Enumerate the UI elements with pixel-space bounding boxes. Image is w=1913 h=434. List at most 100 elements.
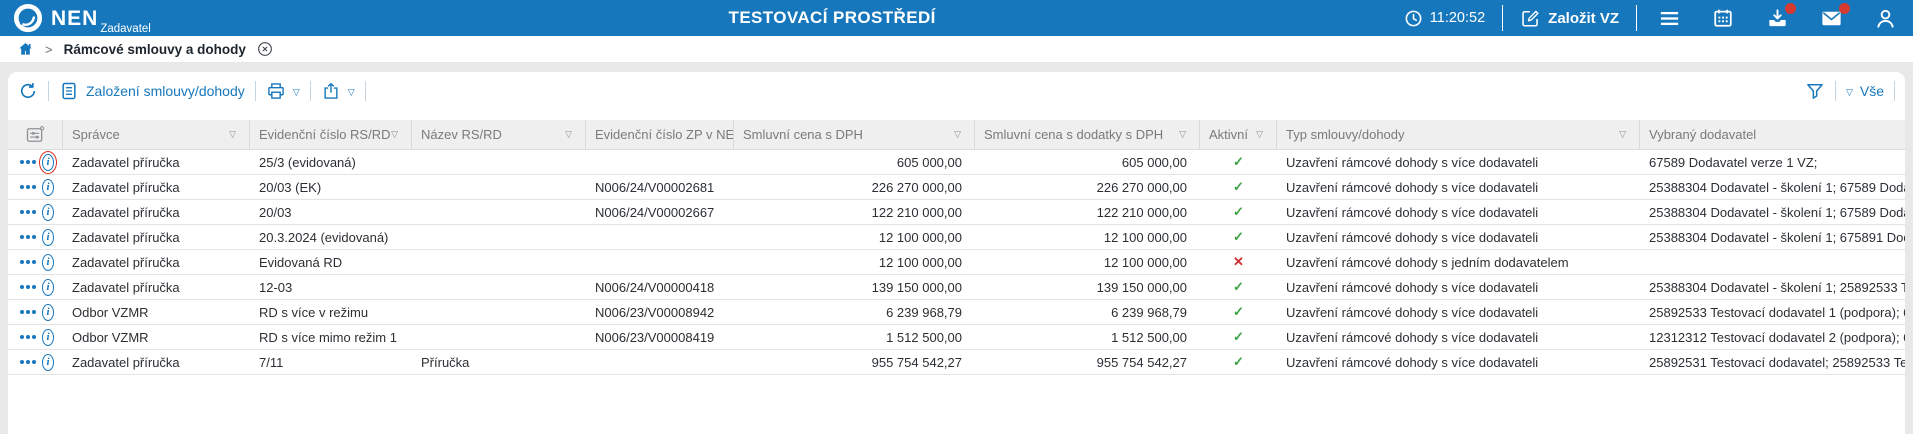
home-icon[interactable] bbox=[17, 41, 34, 57]
cell-cena-s-dodatky: 1 512 500,00 bbox=[1111, 329, 1187, 345]
cell-nazev: Příručka bbox=[421, 354, 470, 370]
filter-icon[interactable]: ▽ bbox=[565, 129, 572, 139]
filter-icon[interactable]: ▽ bbox=[1619, 129, 1626, 139]
row-actions-button[interactable] bbox=[20, 185, 36, 189]
create-contract-label: Založení smlouvy/dohody bbox=[86, 83, 245, 99]
cell-dodavatel: 25892531 Testovací dodavatel; 25892533 T… bbox=[1649, 354, 1905, 370]
info-icon[interactable]: i bbox=[39, 150, 57, 174]
row-actions-button[interactable] bbox=[20, 210, 36, 214]
column-header-vybrany-dodavatel[interactable]: Vybraný dodavatel bbox=[1640, 120, 1905, 149]
person-icon bbox=[1877, 9, 1894, 28]
column-header-evidencni-cislo-zp[interactable]: Evidenční číslo ZP v NEN ▽ bbox=[586, 120, 734, 149]
row-actions-button[interactable] bbox=[20, 285, 36, 289]
filter-icon[interactable]: ▽ bbox=[954, 129, 961, 139]
session-timer: 11:20:52 bbox=[1404, 9, 1485, 28]
cell-evidencni-cislo-rs: RD s více mimo režim 1 bbox=[259, 329, 397, 345]
cell-cena-s-dph: 12 100 000,00 bbox=[878, 229, 962, 245]
column-header-typ[interactable]: Typ smlouvy/dohody ▽ bbox=[1277, 120, 1640, 149]
cell-spravce: Zadavatel příručka bbox=[72, 204, 180, 220]
table-row[interactable]: i Zadavatel příručka 12-03 N006/24/V0000… bbox=[8, 275, 1905, 300]
cell-nazev bbox=[412, 275, 586, 299]
user-profile-button[interactable] bbox=[1874, 7, 1897, 30]
info-icon[interactable]: i bbox=[42, 178, 54, 196]
printer-icon bbox=[267, 83, 284, 99]
row-actions-button[interactable] bbox=[20, 310, 36, 314]
info-icon[interactable]: i bbox=[42, 228, 54, 246]
cell-cena-s-dodatky: 12 100 000,00 bbox=[1103, 254, 1187, 270]
row-actions-button[interactable] bbox=[20, 260, 36, 264]
cell-spravce: Zadavatel příručka bbox=[72, 179, 180, 195]
info-icon[interactable]: i bbox=[42, 353, 54, 371]
table-row[interactable]: i Odbor VZMR RD s více v režimu N006/23/… bbox=[8, 300, 1905, 325]
close-tab-icon[interactable] bbox=[257, 41, 273, 57]
filter-icon[interactable]: ▽ bbox=[229, 129, 236, 139]
column-header-aktivni[interactable]: Aktivní ▽ bbox=[1200, 120, 1277, 149]
column-label: Správce bbox=[72, 127, 120, 142]
column-header-evidencni-cislo-rs[interactable]: Evidenční číslo RS/RD ▽ bbox=[250, 120, 412, 149]
filter-icon[interactable]: ▽ bbox=[391, 129, 398, 139]
filter-icon[interactable]: ▽ bbox=[1256, 129, 1263, 139]
info-icon[interactable]: i bbox=[42, 278, 54, 296]
cell-typ: Uzavření rámcové dohody s více dodavatel… bbox=[1286, 229, 1539, 245]
row-actions-button[interactable] bbox=[20, 160, 36, 164]
cell-nazev bbox=[412, 300, 586, 324]
cell-typ: Uzavření rámcové dohody s více dodavatel… bbox=[1286, 154, 1539, 170]
column-header-spravce[interactable]: Správce ▽ bbox=[63, 120, 250, 149]
cell-aktivni-status-icon: ✕ bbox=[1233, 254, 1244, 269]
cell-cena-s-dph: 122 210 000,00 bbox=[871, 204, 962, 220]
info-icon[interactable]: i bbox=[42, 253, 54, 271]
refresh-button[interactable] bbox=[18, 81, 38, 101]
create-contract-button[interactable]: Založení smlouvy/dohody bbox=[59, 81, 245, 101]
table-row[interactable]: i Zadavatel příručka 20/03 N006/24/V0000… bbox=[8, 200, 1905, 225]
table-row[interactable]: i Zadavatel příručka 7/11 Příručka 955 7… bbox=[8, 350, 1905, 375]
logo-text: NEN bbox=[51, 6, 99, 30]
cell-dodavatel: 25388304 Dodavatel - školení 1; 67589 Do… bbox=[1649, 204, 1905, 220]
cell-evidencni-cislo-zp: N006/24/V00002667 bbox=[595, 204, 715, 220]
filter-icon[interactable]: ▽ bbox=[1179, 129, 1186, 139]
cell-aktivni-status-icon: ✓ bbox=[1233, 179, 1244, 194]
table-row[interactable]: i Zadavatel příručka Evidovaná RD 12 100… bbox=[8, 250, 1905, 275]
toolbar-divider bbox=[1894, 81, 1895, 101]
cell-evidencni-cislo-rs: 7/11 bbox=[259, 354, 284, 370]
info-icon[interactable]: i bbox=[42, 303, 54, 321]
cell-typ: Uzavření rámcové dohody s více dodavatel… bbox=[1286, 179, 1539, 195]
filter-button[interactable] bbox=[1805, 81, 1825, 101]
create-vz-button[interactable]: Založit VZ bbox=[1520, 8, 1619, 29]
table-row[interactable]: i Zadavatel příručka 20/03 (EK) N006/24/… bbox=[8, 175, 1905, 200]
nen-logo[interactable]: NEN Zadavatel bbox=[0, 3, 151, 35]
table-row[interactable]: i Odbor VZMR RD s více mimo režim 1 N006… bbox=[8, 325, 1905, 350]
chevron-down-icon: ▽ bbox=[347, 86, 355, 97]
cell-nazev bbox=[412, 200, 586, 224]
filter-scope-dropdown[interactable]: ▽ Vše bbox=[1846, 83, 1884, 99]
messages-button[interactable] bbox=[1820, 2, 1850, 30]
info-icon[interactable]: i bbox=[42, 203, 54, 221]
downloads-button[interactable] bbox=[1766, 2, 1796, 30]
column-header-cena-s-dodatky[interactable]: Smluvní cena s dodatky s DPH ▽ bbox=[975, 120, 1200, 149]
info-icon[interactable]: i bbox=[42, 328, 54, 346]
cell-dodavatel: 25388304 Dodavatel - školení 1; 67589 Do… bbox=[1649, 179, 1905, 195]
cell-cena-s-dodatky: 122 210 000,00 bbox=[1096, 204, 1187, 220]
export-button[interactable]: ▽ bbox=[321, 81, 355, 101]
table-row[interactable]: i Zadavatel příručka 25/3 (evidovaná) 60… bbox=[8, 150, 1905, 175]
menu-button[interactable] bbox=[1658, 7, 1681, 30]
hamburger-icon bbox=[1660, 11, 1679, 25]
row-actions-button[interactable] bbox=[20, 335, 36, 339]
column-settings-button[interactable] bbox=[8, 120, 63, 149]
table-row[interactable]: i Zadavatel příručka 20.3.2024 (evidovan… bbox=[8, 225, 1905, 250]
row-actions-button[interactable] bbox=[20, 360, 36, 364]
content-panel: Založení smlouvy/dohody ▽ ▽ bbox=[8, 72, 1905, 434]
cell-evidencni-cislo-rs: 12-03 bbox=[259, 279, 293, 295]
cell-evidencni-cislo-zp: N006/23/V00008419 bbox=[595, 329, 715, 345]
column-header-nazev[interactable]: Název RS/RD ▽ bbox=[412, 120, 586, 149]
row-actions-button[interactable] bbox=[20, 235, 36, 239]
column-header-cena-s-dph[interactable]: Smluvní cena s DPH ▽ bbox=[734, 120, 975, 149]
column-label: Evidenční číslo RS/RD bbox=[259, 127, 391, 142]
cell-typ: Uzavření rámcové dohody s více dodavatel… bbox=[1286, 304, 1539, 320]
calendar-button[interactable] bbox=[1712, 7, 1735, 30]
print-button[interactable]: ▽ bbox=[266, 81, 300, 101]
column-settings-icon bbox=[26, 125, 45, 142]
cell-evidencni-cislo-zp bbox=[586, 150, 734, 174]
table-body: i Zadavatel příručka 25/3 (evidovaná) 60… bbox=[8, 150, 1905, 375]
toolbar-divider bbox=[48, 81, 49, 101]
cell-aktivni-status-icon: ✓ bbox=[1233, 229, 1244, 244]
